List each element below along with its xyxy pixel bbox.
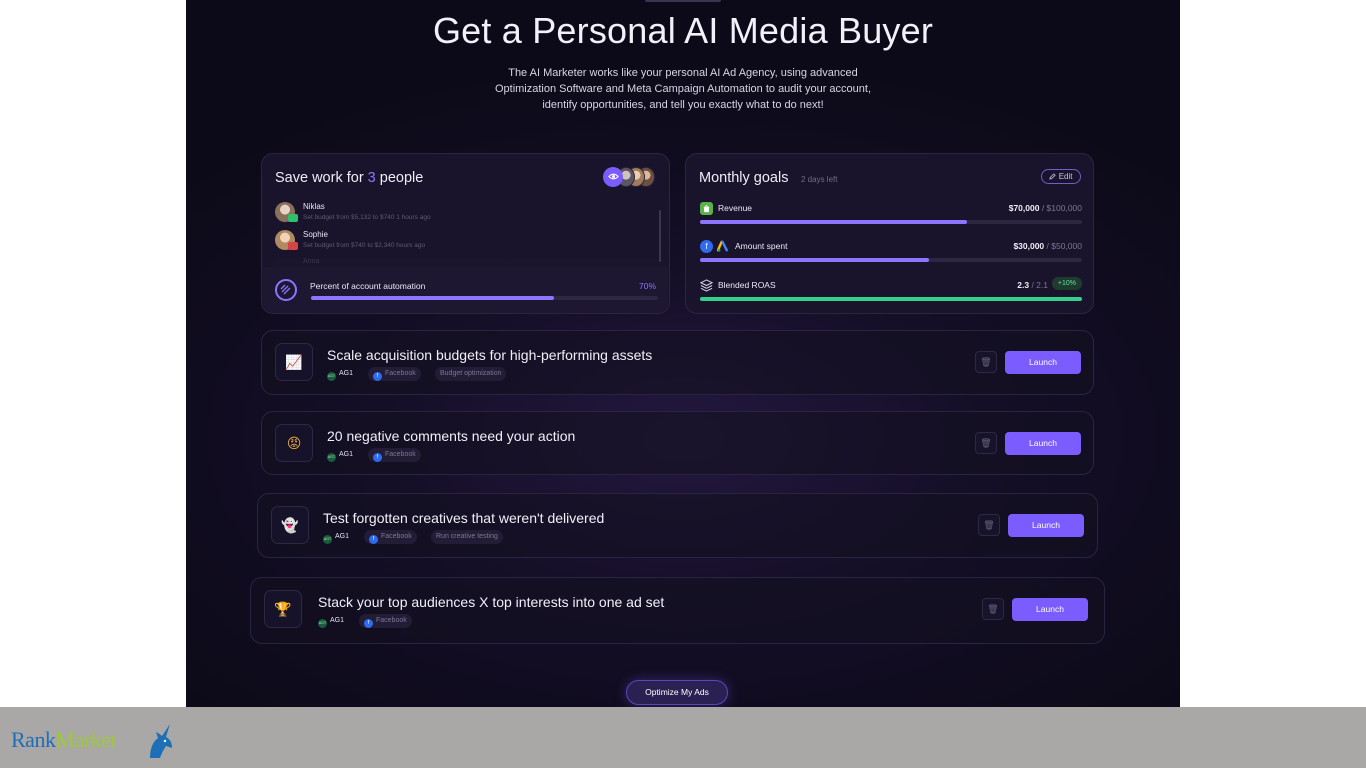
- activity-name: Niklas: [303, 202, 325, 211]
- layers-icon: [699, 279, 714, 292]
- activity-name: Anna: [303, 258, 320, 265]
- edit-button[interactable]: Edit: [1041, 169, 1081, 184]
- task-card[interactable]: 😡 20 negative comments need your action …: [261, 411, 1094, 475]
- ad-account-icon: AGT: [318, 619, 327, 628]
- edit-label: Edit: [1058, 172, 1073, 181]
- google-ads-icon: [716, 240, 730, 253]
- automation-icon: [275, 279, 297, 301]
- goal-label: Revenue: [718, 203, 753, 213]
- launch-button[interactable]: Launch: [1005, 351, 1081, 374]
- ad-account-tag: AGT AG1: [323, 530, 354, 544]
- facebook-icon: f: [373, 372, 382, 381]
- status-badge: [288, 242, 298, 250]
- angry-face-icon: 😡: [275, 424, 313, 462]
- ad-account-tag: AGT AG1: [318, 614, 349, 628]
- roas-change-badge: +10%: [1051, 277, 1082, 290]
- task-card[interactable]: 👻 Test forgotten creatives that weren't …: [257, 493, 1098, 558]
- team-avatars[interactable]: [603, 167, 655, 187]
- activity-detail: Set budget from $5,132 to $740 1 hours a…: [303, 214, 431, 221]
- automation-percent: 70%: [638, 281, 656, 291]
- facebook-icon: f: [373, 453, 382, 462]
- goal-blended-roas: Blended ROAS 2.3 / 2.1 +10%: [699, 277, 1082, 311]
- goal-label: Blended ROAS: [718, 280, 776, 290]
- facebook-icon: f: [700, 240, 713, 253]
- ad-account-tag: AGT AG1: [327, 448, 358, 462]
- shopify-icon: [700, 202, 713, 215]
- task-card[interactable]: 🏆 Stack your top audiences X top interes…: [250, 577, 1105, 644]
- ad-account-icon: AGT: [327, 453, 336, 462]
- days-left: 2 days left: [801, 175, 838, 184]
- pencil-icon: [1049, 172, 1057, 180]
- trash-icon[interactable]: 🗑: [978, 514, 1000, 536]
- goal-progress-fill: [700, 220, 968, 224]
- monthly-goals-card: Monthly goals 2 days left Edit Revenue $…: [685, 153, 1094, 314]
- platform-tag: f Facebook: [364, 530, 417, 544]
- platform-tag: f Facebook: [368, 448, 421, 462]
- automation-label: Percent of account automation: [310, 281, 426, 291]
- trash-icon[interactable]: 🗑: [975, 351, 997, 373]
- save-work-card: Save work for 3 people Niklas Set budget…: [261, 153, 670, 314]
- launch-button[interactable]: Launch: [1012, 598, 1088, 621]
- task-title: 20 negative comments need your action: [327, 428, 576, 444]
- goal-progress: [700, 258, 1082, 262]
- activity-item: Niklas Set budget from $5,132 to $740 1 …: [275, 200, 645, 224]
- facebook-icon: f: [364, 619, 373, 628]
- task-title: Scale acquisition budgets for high-perfo…: [327, 347, 653, 363]
- top-notch: [645, 0, 721, 2]
- platform-tag: f Facebook: [368, 367, 421, 381]
- trophy-icon: 🏆: [264, 590, 302, 628]
- goal-value: $30,000 / $50,000: [1013, 241, 1082, 251]
- task-card[interactable]: 📈 Scale acquisition budgets for high-per…: [261, 330, 1094, 395]
- people-count: 3: [367, 170, 376, 186]
- save-work-title: Save work for 3 people: [275, 170, 424, 186]
- goal-progress-fill: [700, 258, 930, 262]
- goal-progress-fill: [700, 297, 1082, 301]
- automation-progress-fill: [311, 296, 554, 300]
- goal-label: Amount spent: [735, 241, 788, 251]
- ad-account-tag: AGT AG1: [327, 367, 358, 381]
- platform-tag: f Facebook: [359, 614, 412, 628]
- category-tag: Budget optimization: [435, 367, 507, 381]
- goal-amount-spent: f Amount spent $30,000 / $50,000: [700, 240, 1082, 272]
- activity-item: Sophie Set budget from $740 to $2,340 ho…: [275, 228, 645, 252]
- fade-overlay: [275, 256, 663, 266]
- task-title: Stack your top audiences X top interests…: [318, 594, 665, 610]
- activity-name: Sophie: [303, 230, 328, 239]
- launch-button[interactable]: Launch: [1005, 432, 1081, 455]
- automation-strip: Percent of account automation 70%: [263, 267, 668, 313]
- status-badge: [288, 214, 298, 222]
- optimize-my-ads-button[interactable]: Optimize My Ads: [626, 680, 728, 705]
- ad-account-icon: AGT: [323, 535, 332, 544]
- hero-title: Get a Personal AI Media Buyer: [432, 10, 934, 51]
- automation-progress: [311, 296, 658, 300]
- unicorn-icon: [150, 724, 172, 758]
- goal-value: 2.3 / 2.1: [1017, 280, 1048, 290]
- goal-progress: [700, 297, 1082, 301]
- activity-feed[interactable]: Niklas Set budget from $5,132 to $740 1 …: [275, 200, 663, 266]
- trash-icon[interactable]: 🗑: [975, 432, 997, 454]
- page-stage: Get a Personal AI Media Buyer The AI Mar…: [186, 0, 1180, 707]
- ghost-icon: 👻: [271, 506, 309, 544]
- monthly-goals-title: Monthly goals: [699, 170, 789, 186]
- task-title: Test forgotten creatives that weren't de…: [323, 510, 605, 526]
- chart-up-icon: 📈: [275, 343, 313, 381]
- goal-value: $70,000 / $100,000: [1008, 203, 1082, 213]
- footer-bar: [0, 707, 1366, 768]
- hero-subtitle: The AI Marketer works like your personal…: [494, 67, 872, 111]
- goal-progress: [700, 220, 1082, 224]
- scrollbar[interactable]: [659, 210, 661, 262]
- launch-button[interactable]: Launch: [1008, 514, 1084, 537]
- eye-icon[interactable]: [603, 167, 623, 187]
- facebook-icon: f: [369, 535, 378, 544]
- trash-icon[interactable]: 🗑: [982, 598, 1004, 620]
- ad-account-icon: AGT: [327, 372, 336, 381]
- category-tag: Run creative testing: [431, 530, 503, 544]
- activity-detail: Set budget from $740 to $2,340 hours ago: [303, 242, 426, 249]
- goal-revenue: Revenue $70,000 / $100,000: [700, 202, 1082, 234]
- rankmarket-logo: RankMarket: [11, 727, 116, 752]
